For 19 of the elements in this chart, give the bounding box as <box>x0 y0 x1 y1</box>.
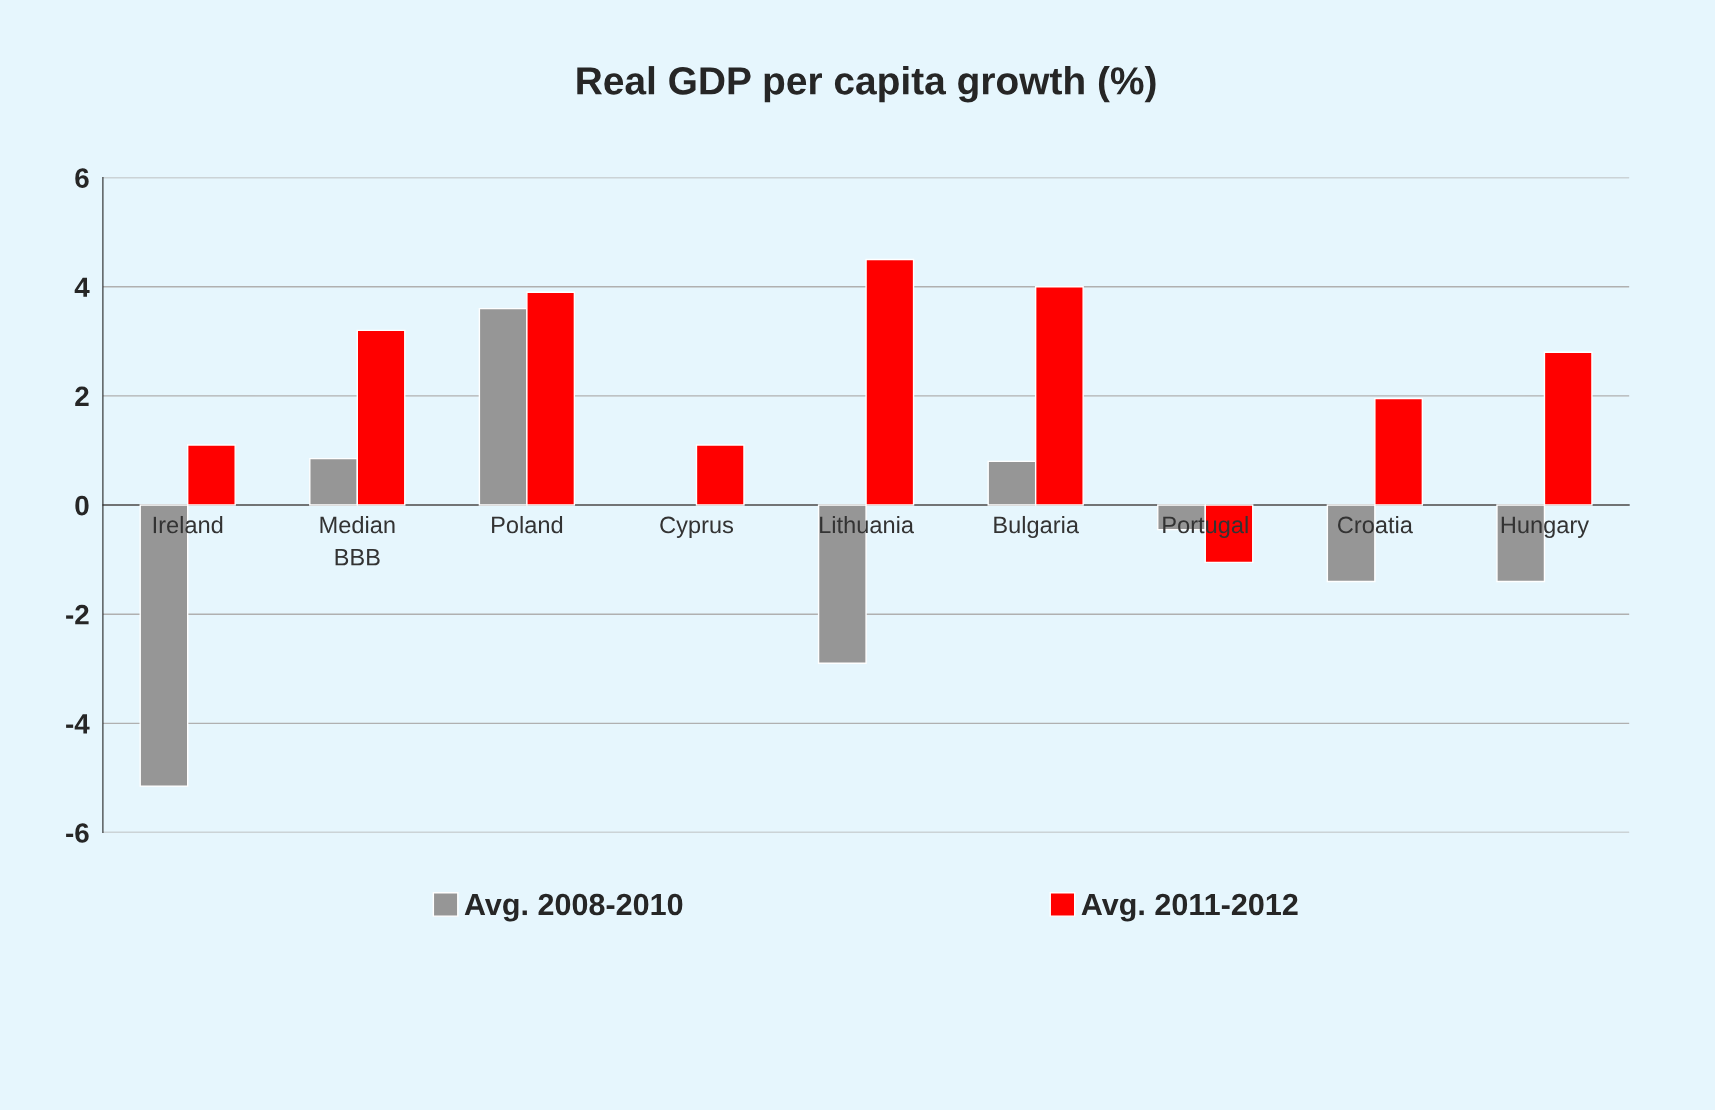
x-tick-label: Croatia <box>1338 515 1413 534</box>
y-tick-label: 6 <box>75 168 89 188</box>
x-tick-label: Lithuania <box>820 515 914 534</box>
y-tick-label: -4 <box>66 714 90 734</box>
y-tick-label: -6 <box>66 823 89 843</box>
bar <box>695 444 745 506</box>
y-tick-label: -2 <box>66 604 89 625</box>
y-tick-label: 2 <box>75 386 89 406</box>
x-tick-label: Hungary <box>1501 516 1590 538</box>
x-tick-label: Cyprus <box>660 516 734 538</box>
y-tick-label: 4 <box>74 277 90 297</box>
y-tick-label: 0 <box>75 495 89 516</box>
x-tick-label: Poland <box>492 515 563 534</box>
chart-title: Real GDP per capita growth (%) <box>577 66 1156 103</box>
x-tick-label: Ireland <box>153 515 223 534</box>
x-tick-label: Bulgaria <box>994 515 1079 538</box>
legend-label: Avg. 2008-2010 <box>464 893 683 922</box>
legend-label: Avg. 2011-2012 <box>1081 893 1298 922</box>
x-tick-label: Median BBB <box>320 515 395 566</box>
